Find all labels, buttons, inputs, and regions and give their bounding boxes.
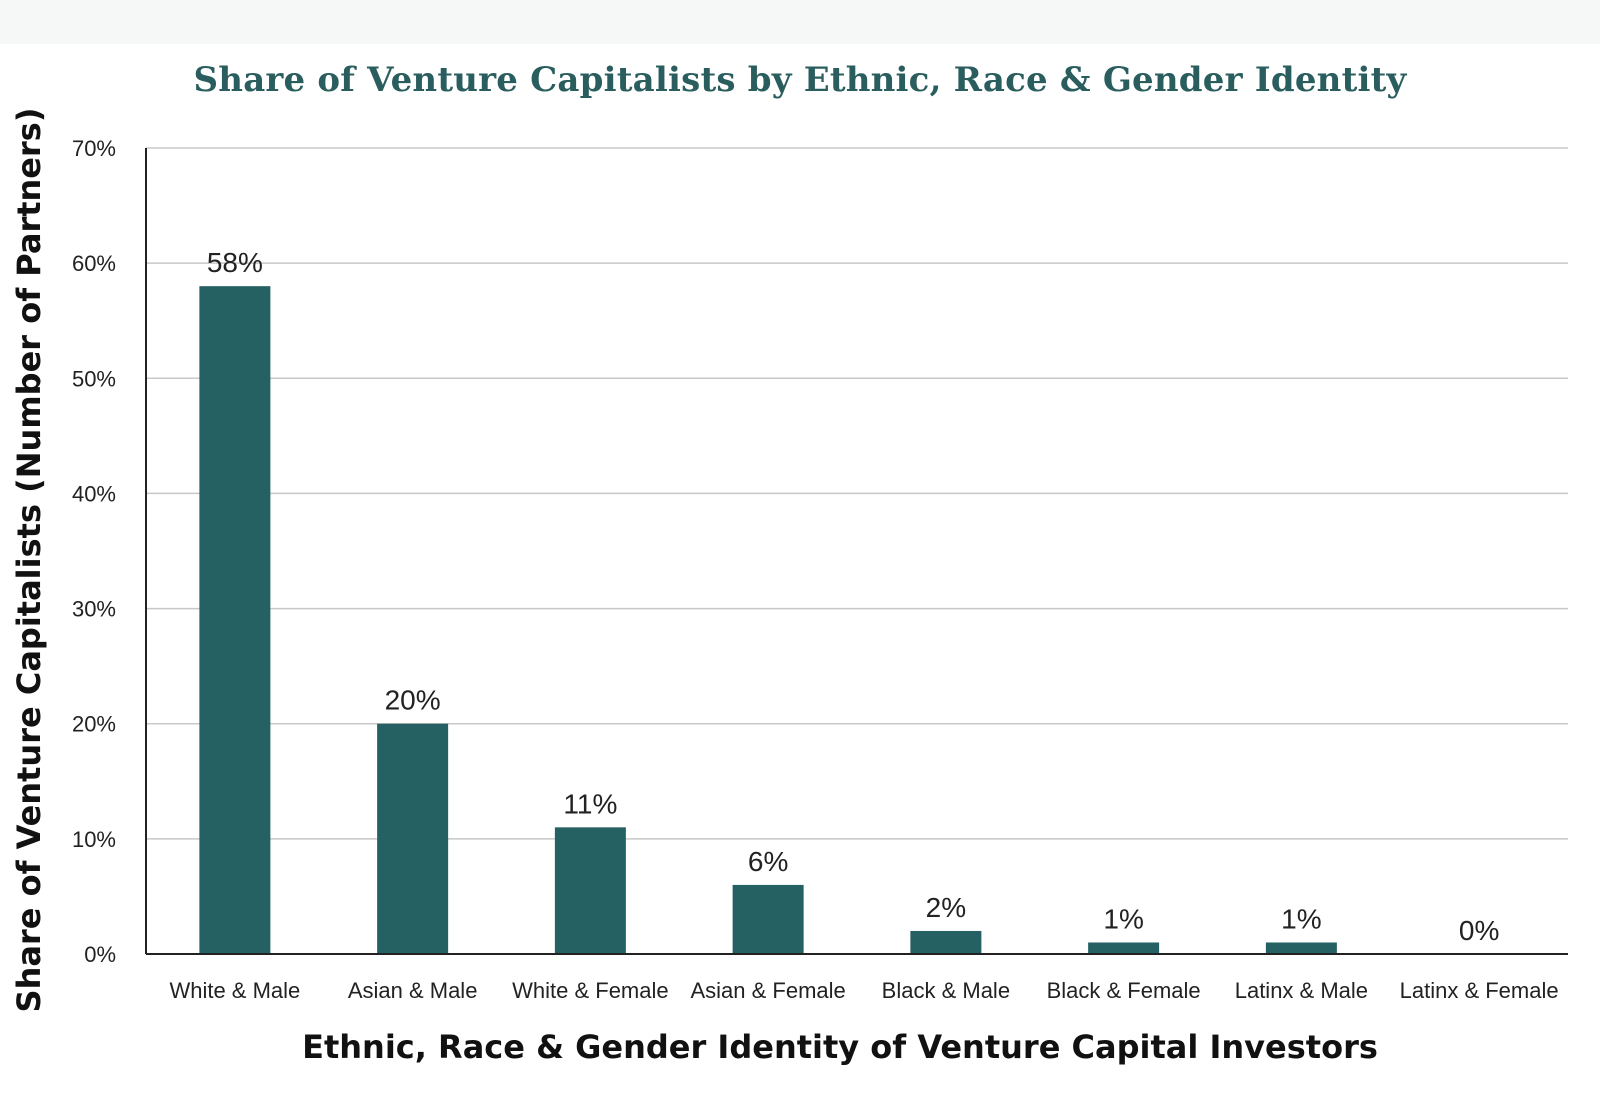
y-tick-label: 50% — [72, 366, 116, 391]
bar — [554, 827, 626, 954]
chart-title: Share of Venture Capitalists by Ethnic, … — [193, 60, 1407, 100]
top-band — [0, 0, 1600, 44]
y-tick-label: 40% — [72, 481, 116, 506]
x-tick-label: Black & Female — [1047, 978, 1201, 1003]
data-label: 1% — [1103, 903, 1143, 934]
data-label: 2% — [926, 892, 966, 923]
data-label: 1% — [1281, 903, 1321, 934]
bar — [1088, 942, 1160, 954]
x-axis-title: Ethnic, Race & Gender Identity of Ventur… — [302, 1028, 1378, 1066]
y-tick-label: 30% — [72, 597, 116, 622]
y-tick-label: 10% — [72, 827, 116, 852]
bar — [377, 723, 449, 954]
y-tick-label: 60% — [72, 251, 116, 276]
x-tick-label: White & Male — [169, 978, 300, 1003]
data-label: 58% — [207, 247, 263, 278]
data-label: 20% — [385, 685, 441, 716]
x-tick-label: Latinx & Male — [1235, 978, 1368, 1003]
bar — [1265, 942, 1337, 954]
bar — [732, 884, 804, 954]
axes — [145, 148, 1568, 955]
y-tick-label: 20% — [72, 712, 116, 737]
x-tick-label: White & Female — [512, 978, 669, 1003]
y-axis-title: Share of Venture Capitalists (Number of … — [10, 108, 48, 1013]
gridlines — [146, 147, 1568, 840]
data-label: 0% — [1459, 915, 1499, 946]
x-tick-label: Asian & Male — [348, 978, 478, 1003]
bar — [199, 286, 271, 955]
bars — [199, 286, 1337, 955]
y-tick-label: 70% — [72, 136, 116, 161]
y-tick-label: 0% — [84, 942, 116, 967]
x-tick-label: Latinx & Female — [1400, 978, 1559, 1003]
data-label: 11% — [563, 788, 617, 819]
x-tick-label: Asian & Female — [690, 978, 845, 1003]
labels: 0% 10% 20% 30% 40% 50% 60% 70% 58% White & Male 20… — [72, 136, 1559, 1003]
bar — [910, 930, 982, 954]
data-label: 6% — [748, 846, 788, 877]
x-tick-label: Black & Male — [882, 978, 1010, 1003]
